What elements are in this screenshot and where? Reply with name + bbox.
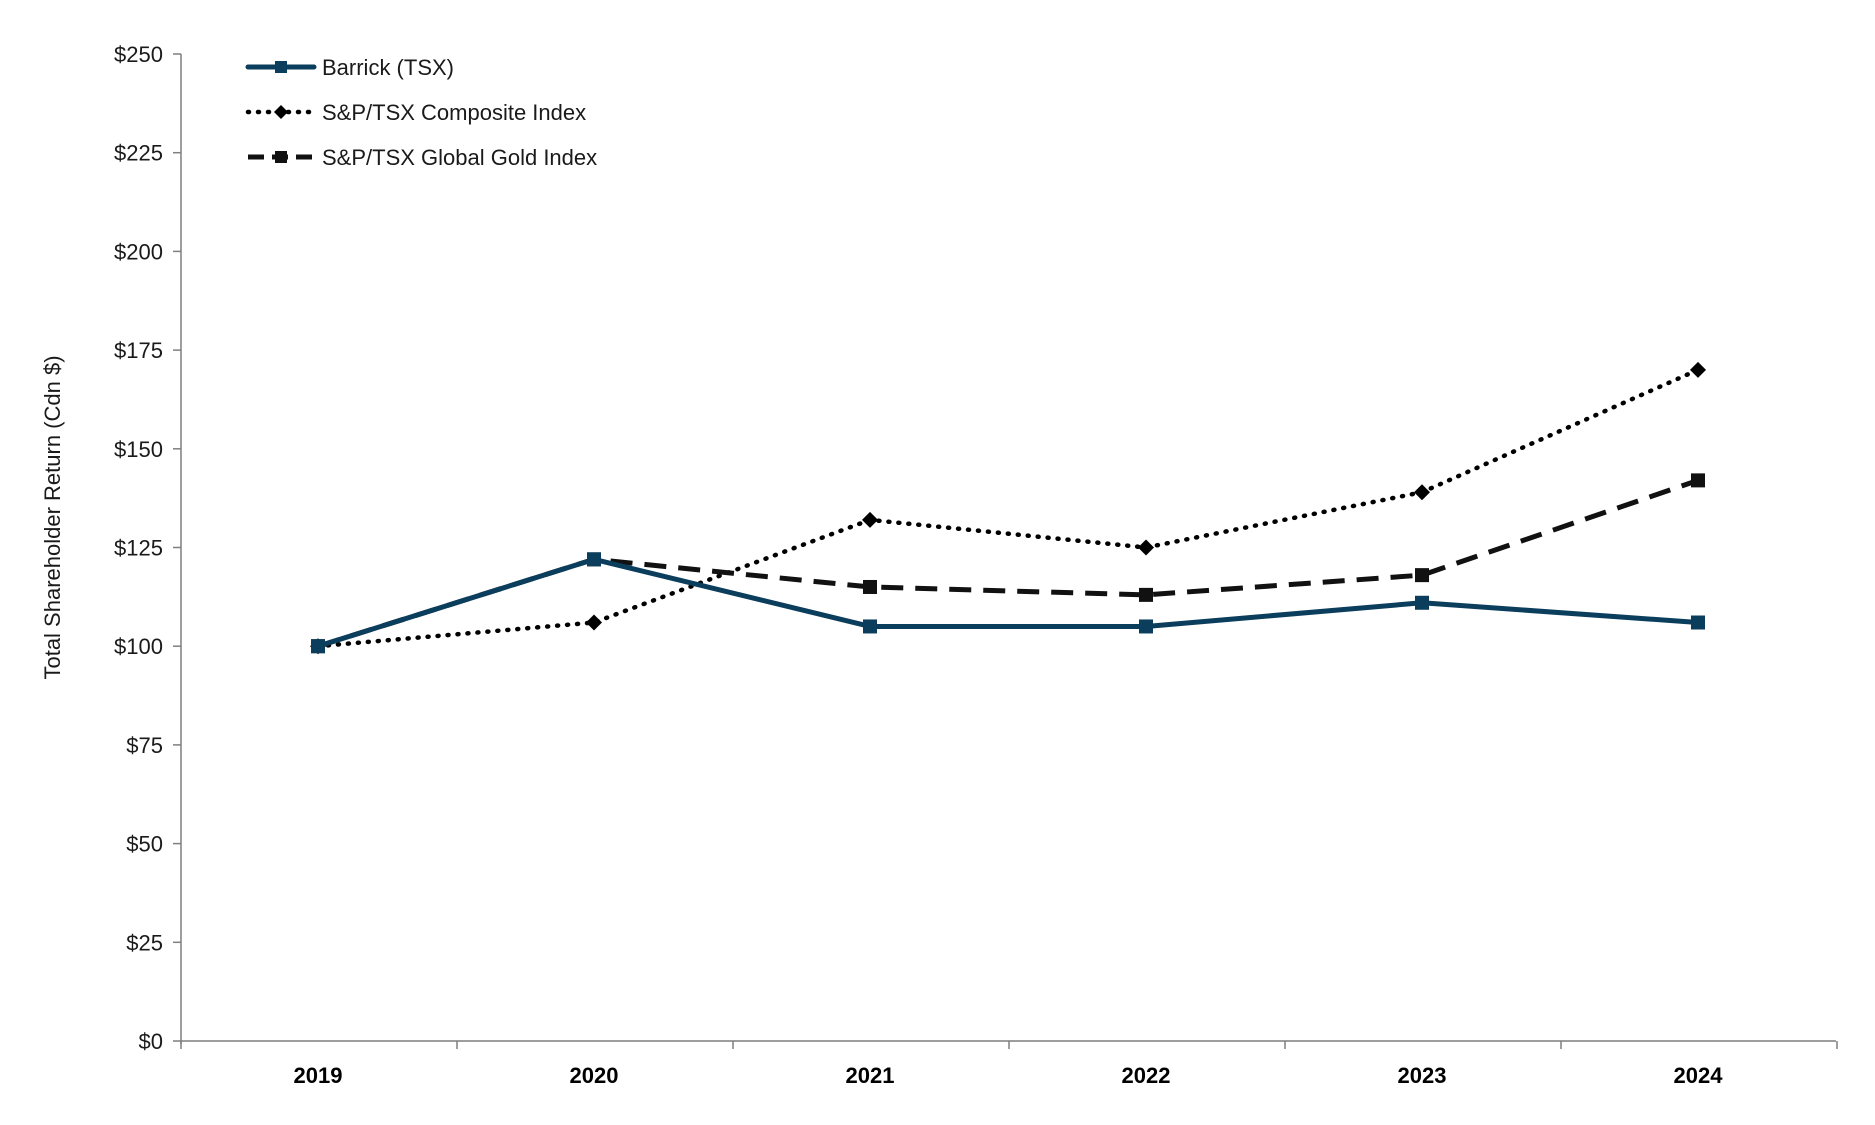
data-point-2024 [1691, 473, 1705, 488]
y-axis-title: Total Shareholder Return (Cdn $) [40, 355, 65, 679]
x-tick-label-2019: 2019 [294, 1063, 343, 1088]
data-point-2021 [863, 579, 877, 594]
axes: $0 $25 $50 $75 $100 $125 $150 $175 $200 $225 $250 2… [114, 42, 1838, 1088]
data-point-2022 [1138, 539, 1154, 556]
legend-label: Barrick (TSX) [322, 55, 454, 80]
data-point-2022 [1139, 587, 1153, 602]
legend-item: S&P/TSX Composite Index [245, 100, 586, 125]
y-tick-label-50: $50 [126, 832, 163, 857]
y-tick-label-100: $100 [114, 634, 163, 659]
legend-label: S&P/TSX Global Gold Index [322, 145, 597, 170]
y-tick-label-225: $225 [114, 141, 163, 166]
data-point-2020 [587, 552, 601, 567]
data-point-2024 [1690, 361, 1706, 378]
legend-label: S&P/TSX Composite Index [322, 100, 586, 125]
data-point-2023 [1415, 568, 1429, 583]
x-tick-label-2020: 2020 [570, 1063, 619, 1088]
data-point-2023 [1414, 484, 1430, 501]
y-tick-label-25: $25 [126, 930, 163, 955]
legend-item: S&P/TSX Global Gold Index [248, 145, 597, 170]
data-point-2023 [1415, 595, 1429, 610]
series-layer [310, 361, 1706, 655]
data-point-2021 [863, 619, 877, 634]
y-tick-label-200: $200 [114, 239, 163, 264]
x-tick-label-2022: 2022 [1122, 1063, 1171, 1088]
data-point-2020 [586, 614, 602, 631]
x-tick-label-2021: 2021 [846, 1063, 895, 1088]
legend-item: Barrick (TSX) [245, 55, 454, 80]
data-point-2022 [1139, 619, 1153, 634]
y-tick-label-150: $150 [114, 437, 163, 462]
data-point-2021 [862, 511, 878, 528]
y-tick-label-125: $125 [114, 536, 163, 561]
legend-marker [275, 61, 287, 73]
y-tick-label-175: $175 [114, 338, 163, 363]
legend-marker [274, 105, 288, 119]
legend-marker [275, 151, 287, 163]
x-tick-label-2024: 2024 [1674, 1063, 1724, 1088]
data-point-2019 [311, 639, 325, 654]
series-line [315, 556, 1701, 649]
series-line [315, 367, 1701, 649]
y-tick-label-75: $75 [126, 733, 163, 758]
y-tick-label-0: $0 [139, 1029, 163, 1054]
legend: Barrick (TSX) S&P/TSX Composite Index S&P/… [245, 55, 597, 170]
y-tick-label-250: $250 [114, 42, 163, 67]
data-point-2024 [1691, 615, 1705, 630]
x-tick-label-2023: 2023 [1398, 1063, 1447, 1088]
series-line [317, 478, 1699, 649]
series-barrick-tsx- [311, 552, 1705, 654]
